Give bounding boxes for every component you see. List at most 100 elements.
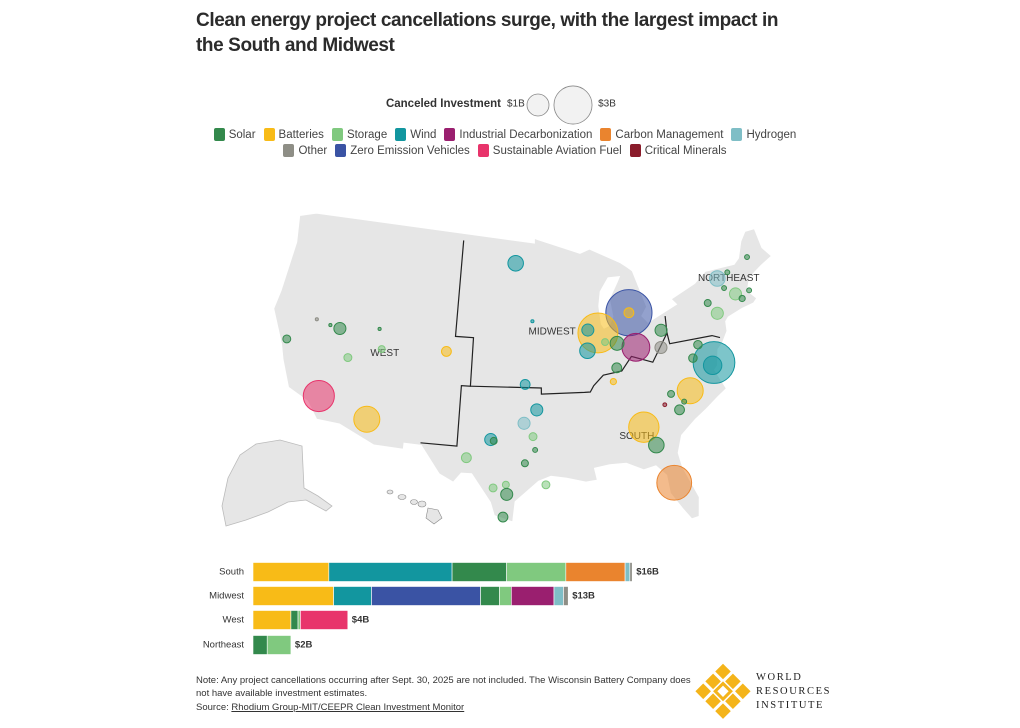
wri-logo xyxy=(695,663,751,719)
bubble xyxy=(440,346,452,357)
bubble xyxy=(681,398,688,405)
bubble xyxy=(489,436,498,445)
bar-category-label: West xyxy=(223,615,245,626)
legend-label: Critical Minerals xyxy=(644,144,727,157)
region-border xyxy=(470,316,668,395)
legend-item: Critical Minerals xyxy=(629,144,727,157)
legend-item: Zero Emission Vehicles xyxy=(335,144,470,157)
land xyxy=(273,212,773,523)
legend-swatch xyxy=(444,128,456,141)
bar-segment xyxy=(371,586,481,606)
region-label: NORTHEAST xyxy=(698,273,760,284)
bubble xyxy=(738,294,746,303)
region-label: WEST xyxy=(370,348,399,359)
bubble xyxy=(314,317,319,322)
hawaii xyxy=(386,489,443,525)
bar-segment xyxy=(506,562,567,582)
size-legend-label: $3B xyxy=(598,99,616,110)
bubble xyxy=(674,404,685,416)
bar-segment xyxy=(563,586,569,606)
bubble xyxy=(530,403,544,417)
bar-segment xyxy=(480,586,500,606)
bubble xyxy=(532,446,539,453)
bar-segment xyxy=(451,562,507,582)
logo-tile xyxy=(715,663,731,680)
island xyxy=(386,489,394,495)
bubble xyxy=(530,319,535,324)
legend-label: Zero Emission Vehicles xyxy=(350,144,470,157)
bar-category-label: South xyxy=(219,567,244,578)
bubble xyxy=(460,452,472,464)
logo-line: WORLD xyxy=(756,672,803,683)
source-link[interactable]: Rhodium Group-MIT/CEEPR Clean Investment… xyxy=(231,702,465,713)
bar-segment xyxy=(553,586,564,606)
bar-segment xyxy=(328,562,453,582)
bubble xyxy=(497,511,509,523)
bar-segment xyxy=(252,586,334,606)
bubble xyxy=(721,285,728,291)
size-legend-title: Canceled Investment xyxy=(386,98,501,110)
logo-line: RESOURCES xyxy=(756,686,832,697)
bubble xyxy=(282,334,292,344)
size-legend-label: $1B xyxy=(507,99,525,110)
note: Note: Any project cancellations occurrin… xyxy=(196,675,691,699)
legend-label: Industrial Decarbonization xyxy=(459,128,593,141)
legend-item: Wind xyxy=(395,128,436,141)
logo-tile xyxy=(735,683,751,700)
legend-label: Sustainable Aviation Fuel xyxy=(492,144,622,157)
bubble xyxy=(676,377,704,405)
island xyxy=(397,494,407,500)
bubble xyxy=(377,326,382,332)
bubble xyxy=(581,323,595,337)
legend-label: Carbon Management xyxy=(615,128,724,141)
logo-line: INSTITUTE xyxy=(756,700,825,711)
legend-swatch xyxy=(629,144,641,157)
bubble xyxy=(656,464,693,501)
size-legend-circle xyxy=(553,85,593,125)
bubble xyxy=(501,480,510,489)
bar-segment xyxy=(297,610,301,630)
logo-tile xyxy=(725,673,741,690)
region-border xyxy=(666,332,721,345)
bubble xyxy=(648,436,665,454)
bubble xyxy=(621,332,651,362)
bubble xyxy=(601,338,610,347)
bubble xyxy=(579,342,596,360)
logo-tile xyxy=(715,703,731,719)
legend-swatch xyxy=(213,128,225,141)
bubble xyxy=(541,480,551,490)
us-map: WESTMIDWESTSOUTHNORTHEAST xyxy=(273,212,773,523)
size-legend-circle xyxy=(526,93,550,117)
bubble xyxy=(333,321,347,336)
source: Source: Rhodium Group-MIT/CEEPR Clean In… xyxy=(196,702,464,713)
island xyxy=(417,500,427,508)
bubble xyxy=(611,362,623,374)
bubble xyxy=(609,335,625,351)
source-label: Source: xyxy=(196,702,229,713)
region-label: MIDWEST xyxy=(529,326,576,337)
legend-swatch xyxy=(283,144,295,157)
bubble xyxy=(693,339,703,350)
alaska xyxy=(221,439,333,527)
legend-swatch xyxy=(331,128,343,141)
legend-label: Batteries xyxy=(278,128,324,141)
legend-item: Solar xyxy=(213,128,256,141)
bubble xyxy=(688,353,698,363)
bar-segment xyxy=(290,610,299,630)
legend: Solar Batteries Storage Wind Industrial Deca… xyxy=(200,128,810,157)
bubble xyxy=(520,459,529,468)
logo-tile xyxy=(705,673,721,690)
bubble xyxy=(377,345,386,354)
bar-segment xyxy=(629,562,633,582)
bubble xyxy=(628,411,660,443)
legend-swatch xyxy=(731,128,743,141)
bubble xyxy=(728,287,743,301)
legend-label: Wind xyxy=(410,128,437,141)
bubble xyxy=(519,379,531,390)
logo-tile xyxy=(695,683,711,700)
bar-segment xyxy=(565,562,626,582)
legend-item: Sustainable Aviation Fuel xyxy=(477,144,622,157)
bar-total-label: $16B xyxy=(636,567,659,578)
bubble xyxy=(609,377,617,386)
